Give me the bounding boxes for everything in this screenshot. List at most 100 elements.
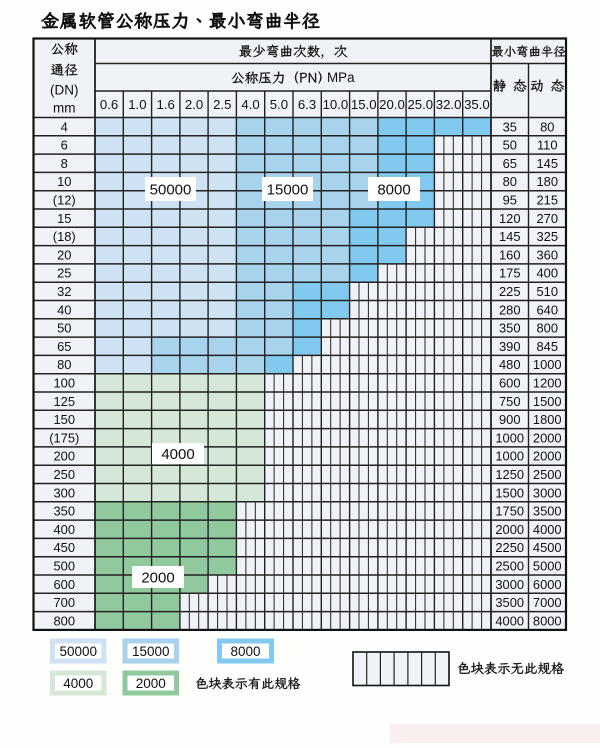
svg-text:1.6: 1.6 [157, 97, 175, 112]
svg-text:360: 360 [536, 247, 558, 262]
svg-text:80: 80 [503, 174, 517, 189]
svg-text:215: 215 [536, 193, 558, 208]
svg-text:2500: 2500 [495, 559, 524, 574]
svg-text:325: 325 [536, 229, 558, 244]
svg-text:20.0: 20.0 [379, 97, 405, 112]
svg-text:1500: 1500 [533, 394, 562, 409]
svg-text:120: 120 [499, 211, 521, 226]
svg-text:3000: 3000 [495, 577, 524, 592]
svg-text:65: 65 [57, 339, 71, 354]
svg-text:50000: 50000 [150, 181, 192, 198]
svg-text:390: 390 [499, 339, 521, 354]
svg-text:510: 510 [536, 284, 558, 299]
svg-text:1250: 1250 [495, 467, 524, 482]
svg-text:1.0: 1.0 [128, 97, 146, 112]
svg-text:2500: 2500 [533, 467, 562, 482]
svg-text:50000: 50000 [59, 644, 97, 659]
svg-text:3500: 3500 [495, 595, 524, 610]
svg-text:(175): (175) [49, 430, 79, 445]
svg-text:1000: 1000 [533, 357, 562, 372]
svg-text:35: 35 [503, 119, 517, 134]
svg-text:150: 150 [53, 412, 75, 427]
svg-text:8: 8 [61, 156, 68, 171]
svg-text:15.0: 15.0 [351, 97, 377, 112]
svg-text:500: 500 [53, 559, 75, 574]
svg-text:900: 900 [499, 412, 521, 427]
svg-text:8000: 8000 [533, 613, 562, 628]
svg-text:2250: 2250 [495, 540, 524, 555]
svg-text:180: 180 [536, 174, 558, 189]
svg-text:400: 400 [536, 266, 558, 281]
svg-text:600: 600 [53, 577, 75, 592]
svg-text:400: 400 [53, 522, 75, 537]
svg-text:32: 32 [57, 284, 71, 299]
svg-text:350: 350 [499, 321, 521, 336]
svg-text:20: 20 [57, 247, 71, 262]
svg-text:4.0: 4.0 [241, 97, 259, 112]
svg-text:250: 250 [53, 467, 75, 482]
svg-text:8000: 8000 [230, 644, 260, 659]
svg-text:10: 10 [57, 174, 71, 189]
svg-text:1750: 1750 [495, 504, 524, 519]
svg-text:4000: 4000 [63, 676, 93, 691]
svg-text:4000: 4000 [161, 446, 194, 463]
svg-text:8000: 8000 [377, 181, 410, 198]
svg-text:2000: 2000 [136, 676, 166, 691]
svg-text:15000: 15000 [267, 181, 309, 198]
svg-text:145: 145 [536, 156, 558, 171]
svg-text:1000: 1000 [495, 449, 524, 464]
svg-text:95: 95 [503, 193, 517, 208]
svg-text:750: 750 [499, 394, 521, 409]
svg-text:800: 800 [536, 321, 558, 336]
svg-text:35.0: 35.0 [464, 97, 490, 112]
svg-text:50: 50 [503, 138, 517, 153]
svg-text:0.6: 0.6 [100, 97, 118, 112]
svg-text:125: 125 [53, 394, 75, 409]
svg-text:15000: 15000 [132, 644, 170, 659]
svg-text:5.0: 5.0 [270, 97, 288, 112]
svg-text:1200: 1200 [533, 376, 562, 391]
svg-text:300: 300 [53, 485, 75, 500]
svg-text:5000: 5000 [533, 559, 562, 574]
svg-text:280: 280 [499, 302, 521, 317]
svg-text:2.0: 2.0 [185, 97, 203, 112]
svg-text:MPa: MPa [327, 70, 355, 85]
svg-text:3000: 3000 [533, 485, 562, 500]
svg-text:2000: 2000 [141, 569, 174, 586]
svg-text:4000: 4000 [495, 613, 524, 628]
svg-text:mm: mm [53, 101, 76, 116]
svg-text:10.0: 10.0 [323, 97, 349, 112]
svg-text:2.5: 2.5 [213, 97, 231, 112]
svg-text:110: 110 [537, 138, 558, 153]
svg-text:2000: 2000 [495, 522, 524, 537]
svg-text:2000: 2000 [533, 449, 562, 464]
svg-text:25: 25 [57, 266, 71, 281]
svg-text:3500: 3500 [533, 504, 562, 519]
svg-text:450: 450 [53, 540, 75, 555]
svg-text:1500: 1500 [495, 485, 524, 500]
svg-text:50: 50 [57, 321, 71, 336]
svg-text:80: 80 [540, 119, 554, 134]
svg-text:600: 600 [499, 376, 521, 391]
svg-text:225: 225 [499, 284, 521, 299]
svg-text:640: 640 [536, 302, 558, 317]
svg-text:4000: 4000 [533, 522, 562, 537]
svg-text:160: 160 [499, 247, 521, 262]
svg-text:100: 100 [53, 376, 75, 391]
svg-text:2000: 2000 [533, 430, 562, 445]
svg-text:32.0: 32.0 [436, 97, 462, 112]
svg-text:65: 65 [503, 156, 517, 171]
svg-text:6.3: 6.3 [298, 97, 316, 112]
svg-text:7000: 7000 [533, 595, 562, 610]
svg-text:1000: 1000 [495, 430, 524, 445]
svg-text:6000: 6000 [533, 577, 562, 592]
svg-text:200: 200 [53, 449, 75, 464]
svg-text:480: 480 [499, 357, 521, 372]
svg-text:15: 15 [57, 211, 71, 226]
svg-text:700: 700 [53, 595, 75, 610]
svg-text:(18): (18) [53, 229, 76, 244]
svg-text:350: 350 [53, 504, 75, 519]
svg-text:25.0: 25.0 [407, 97, 433, 112]
svg-text:6: 6 [61, 138, 68, 153]
svg-text:845: 845 [536, 339, 558, 354]
